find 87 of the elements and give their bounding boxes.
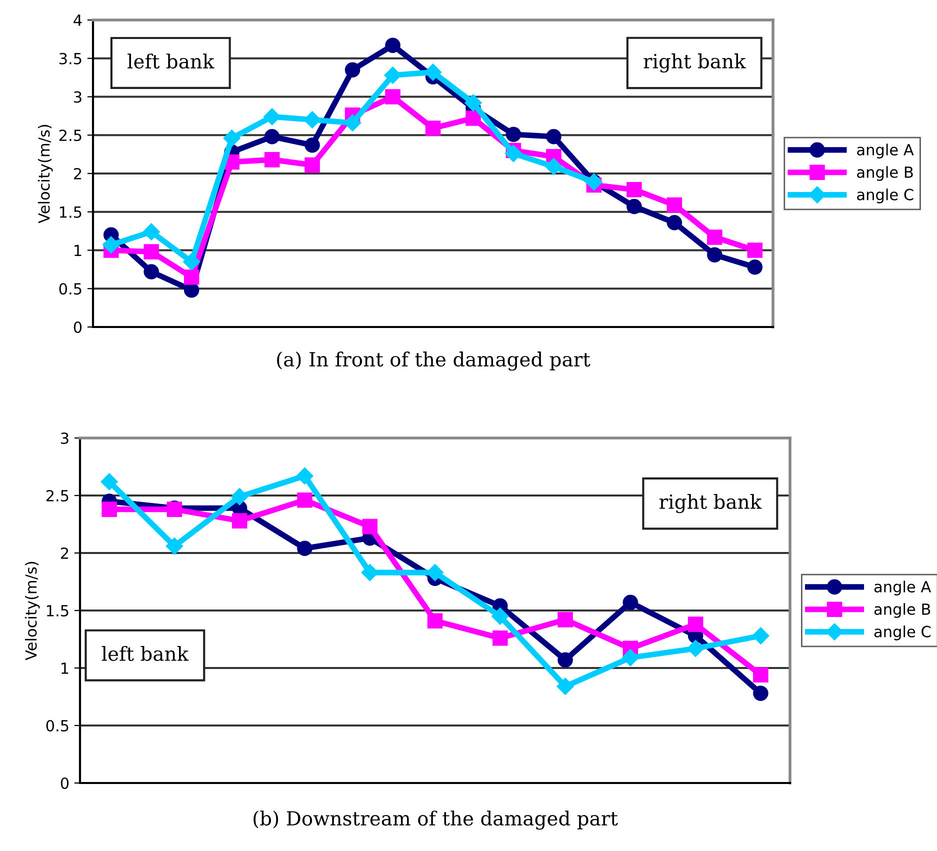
text: (b) Downstream of the damaged part [254,810,618,830]
point [427,613,443,628]
point [492,608,509,625]
legend-label: angle A [874,580,932,596]
point [100,473,118,490]
y-tick-label: 2.5 [46,490,68,502]
y-tick-label: 3 [74,91,82,103]
legend-label: angle C [857,188,914,204]
text: (a) In front of the damaged part [277,352,590,371]
point [464,94,482,112]
y-tick-label: 2.5 [59,130,82,142]
point [304,137,320,153]
point [166,538,183,555]
point [556,678,574,695]
point [385,89,400,104]
point [361,564,378,582]
point [142,223,160,240]
point [184,282,200,298]
point [466,110,481,126]
y-tick-label: 0.5 [59,283,82,295]
point [506,126,522,142]
point [546,129,562,144]
point [183,253,200,270]
y-tick-label: 0 [60,777,69,790]
annotation: left bank [102,646,189,661]
y-tick-label: 2 [74,168,82,180]
point [747,259,763,275]
point [747,242,763,258]
point [666,214,682,230]
point [688,616,704,632]
point [666,197,682,213]
y-axis-title: Velocity(m/s) [24,562,40,660]
y-tick-label: 4 [74,14,82,26]
y-tick-label: 0 [74,321,82,334]
point [304,157,320,173]
point [304,111,321,128]
point [232,513,248,528]
point [753,667,768,683]
point [558,612,573,628]
y-axis-title: Velocity(m/s) [38,124,53,224]
legend-label: angle B [857,166,913,181]
annotation: left bank [128,54,214,69]
legend-label: angle B [874,603,930,618]
y-tick-label: 0.5 [46,720,68,732]
point [102,236,120,254]
y-tick-label: 3 [61,432,68,444]
point [102,502,117,517]
point [626,198,642,214]
point [296,467,314,484]
legend-label: angle C [874,626,931,640]
point [753,686,768,701]
point [425,120,441,136]
point [231,488,248,506]
point [707,230,722,245]
annotation: right bank [644,53,746,73]
point [687,640,704,657]
point [707,247,722,262]
point [622,649,639,666]
y-tick-label: 1.5 [46,605,68,617]
point [545,158,562,176]
point [297,540,312,556]
point [223,130,240,147]
point [492,630,508,646]
point [384,66,402,84]
point [264,129,280,144]
point [752,627,770,644]
point [264,108,281,126]
point [385,38,400,53]
point [144,264,159,280]
y-tick-label: 2 [60,547,68,559]
y-tick-label: 1 [74,244,82,256]
point [297,492,312,508]
point [144,244,159,260]
point [558,652,573,668]
annotation: right bank [659,494,762,514]
point [626,182,642,198]
y-tick-label: 1.5 [60,206,82,218]
point [264,152,280,168]
point [362,518,378,534]
y-tick-label: 3.5 [59,52,82,64]
legend-label: angle A [857,144,914,158]
point [344,114,362,132]
point [344,62,360,78]
y-tick-label: 1 [62,662,68,674]
point [622,594,638,610]
point [504,144,522,162]
point [184,269,200,285]
